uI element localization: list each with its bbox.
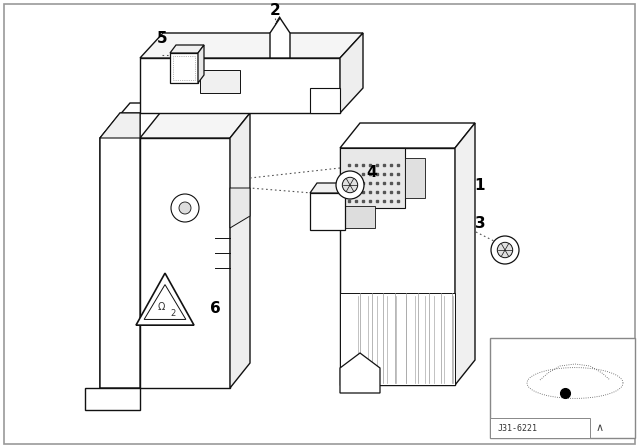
Polygon shape: [140, 113, 250, 138]
Text: $\Omega$: $\Omega$: [157, 300, 166, 312]
Polygon shape: [340, 33, 363, 113]
Polygon shape: [340, 353, 380, 393]
Polygon shape: [230, 188, 250, 228]
Polygon shape: [270, 18, 290, 58]
Polygon shape: [455, 123, 475, 385]
Polygon shape: [140, 58, 340, 113]
Text: ∧: ∧: [596, 423, 604, 433]
Text: 2: 2: [269, 3, 280, 17]
Polygon shape: [170, 45, 204, 53]
Polygon shape: [340, 206, 375, 228]
Circle shape: [497, 242, 513, 258]
Bar: [490, 418, 590, 438]
Polygon shape: [340, 293, 455, 385]
Polygon shape: [140, 138, 230, 388]
Circle shape: [171, 194, 199, 222]
Text: 4: 4: [367, 164, 378, 180]
Polygon shape: [136, 273, 194, 325]
Polygon shape: [198, 45, 204, 83]
Polygon shape: [310, 183, 352, 193]
Polygon shape: [100, 113, 140, 388]
Polygon shape: [340, 123, 475, 148]
Polygon shape: [100, 113, 140, 138]
Polygon shape: [140, 33, 363, 58]
Circle shape: [179, 202, 191, 214]
Text: 3: 3: [475, 215, 485, 231]
Circle shape: [342, 177, 358, 193]
Text: 1: 1: [475, 177, 485, 193]
Polygon shape: [230, 113, 250, 388]
Circle shape: [491, 236, 519, 264]
Polygon shape: [310, 88, 340, 113]
Polygon shape: [85, 388, 140, 410]
Polygon shape: [340, 148, 405, 208]
Text: 5: 5: [157, 30, 167, 46]
Polygon shape: [405, 158, 425, 198]
Circle shape: [336, 171, 364, 199]
Text: 6: 6: [210, 301, 220, 315]
Bar: [490, 338, 635, 438]
Polygon shape: [340, 148, 455, 385]
Text: J31-6221: J31-6221: [498, 423, 538, 432]
Polygon shape: [170, 53, 198, 83]
Polygon shape: [200, 70, 240, 93]
Text: 2: 2: [170, 309, 175, 318]
Polygon shape: [310, 193, 345, 230]
Polygon shape: [100, 103, 175, 388]
